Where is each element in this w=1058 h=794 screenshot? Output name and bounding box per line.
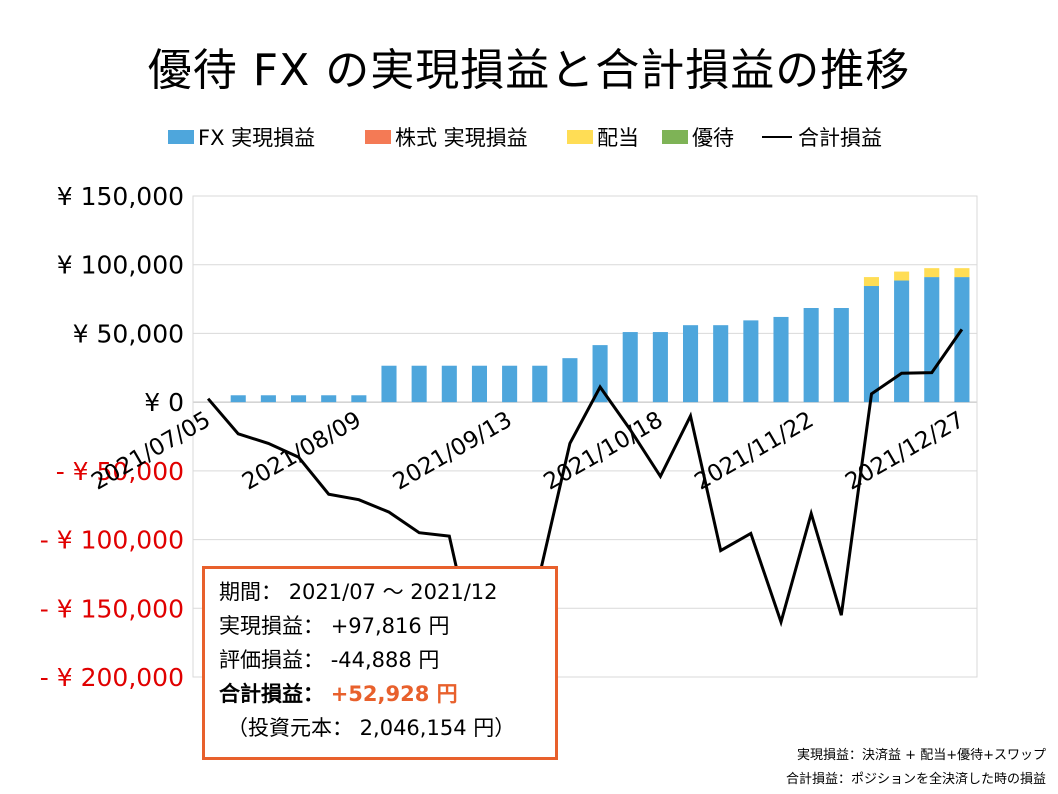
x-tick-label: 2021/11/22 [690,407,818,496]
bar-FX-実現損益-14 [622,332,638,403]
total-line [206,328,964,673]
legend-swatch [365,130,391,144]
bar-FX-実現損益-12 [562,358,578,403]
bar-FX-実現損益-25 [954,277,970,403]
y-tick-label: - ¥ 100,000 [40,526,184,555]
x-tick-labels: 2021/07/05 2021/08/09 2021/09/13 2021/10/18… [87,407,969,496]
legend-swatch [567,130,593,144]
bar-FX-実現損益-5 [351,395,367,403]
realized-label: 実現損益： [219,614,324,638]
bar-FX-実現損益-17 [713,325,729,403]
legend: FX 実現損益 株式 実現損益 配当 優待 合計損益 [168,126,882,150]
total-definition-note: 合計損益：ポジションを全決済した時の損益 [785,772,1046,787]
y-tick-label: - ¥ 150,000 [40,594,184,623]
y-tick-label: - ¥ 50,000 [56,457,184,486]
y-tick-label: ¥ 100,000 [57,251,184,280]
bar-FX-実現損益-24 [924,277,940,403]
bar-FX-実現損益-9 [471,365,487,403]
period-row: 期間： 2021/07 ～ 2021/12 [219,575,555,609]
chart-title: 優待 FX の実現損益と合計損益の推移 [147,45,911,96]
realized-value: +97,816 円 [330,614,450,638]
bar-FX-実現損益-16 [683,325,699,403]
total-value: +52,928 円 [330,682,458,706]
y-tick-label: ¥ 150,000 [57,182,184,211]
bar-FX-実現損益-21 [833,308,849,403]
bar-配当-22 [863,277,879,287]
bar-FX-実現損益-1 [230,395,246,403]
y-tick-label: - ¥ 200,000 [40,663,184,692]
legend-swatch [662,130,688,144]
legend-label: 株式 実現損益 [395,126,528,150]
bar-FX-実現損益-15 [652,332,668,403]
bar-FX-実現損益-13 [592,345,608,403]
legend-label: 配当 [597,126,639,150]
period-value: 2021/07 ～ 2021/12 [288,580,498,604]
realized-row: 実現損益： +97,816 円 [219,609,555,643]
x-tick-label: 2021/09/13 [389,407,517,496]
x-tick-label: 2021/08/09 [238,407,366,496]
bars [230,268,970,403]
bar-配当-24 [924,268,940,278]
bar-FX-実現損益-7 [411,365,427,403]
realized-definition-note: 実現損益：決済益 + 配当+優待+スワップ [797,748,1046,763]
legend-label: FX 実現損益 [198,126,315,150]
bar-配当-23 [894,271,910,281]
plot-frame [192,195,978,678]
bar-FX-実現損益-10 [502,365,518,403]
bar-FX-実現損益-4 [321,395,337,403]
bar-FX-実現損益-22 [863,286,879,403]
y-tick-labels: ¥ 150,000 ¥ 100,000 ¥ 50,000 ¥ 0 - ¥ 50,000 -… [40,182,184,692]
bar-FX-実現損益-2 [260,395,276,403]
period-label: 期間： [219,580,282,604]
legend-label: 優待 [692,126,734,150]
unrealized-row: 評価損益： -44,888 円 [219,643,555,677]
bar-FX-実現損益-23 [894,280,910,403]
principal-row: （投資元本： 2,046,154 円） [219,711,555,745]
summary-box: 期間： 2021/07 ～ 2021/12 実現損益： +97,816 円 評価… [202,566,558,760]
x-tick-label: 2021/10/18 [540,407,668,496]
legend-swatch [168,130,194,144]
principal-text: （投資元本： 2,046,154 円） [227,716,516,740]
total-label: 合計損益： [219,682,324,706]
y-tick-label: ¥ 0 [144,388,184,417]
unrealized-label: 評価損益： [219,648,324,672]
legend-label: 合計損益 [798,126,882,150]
y-tick-label: ¥ 50,000 [73,319,184,348]
unrealized-value: -44,888 円 [330,648,440,672]
bar-FX-実現損益-3 [291,395,307,403]
bar-配当-25 [954,268,970,278]
total-row: 合計損益： +52,928 円 [219,677,555,711]
total-line-path [206,328,964,673]
bar-FX-実現損益-11 [532,365,548,403]
bar-FX-実現損益-19 [773,316,789,403]
bar-FX-実現損益-6 [381,365,397,403]
bar-FX-実現損益-20 [803,308,819,403]
bar-FX-実現損益-18 [743,320,759,403]
bar-FX-実現損益-8 [441,365,457,403]
